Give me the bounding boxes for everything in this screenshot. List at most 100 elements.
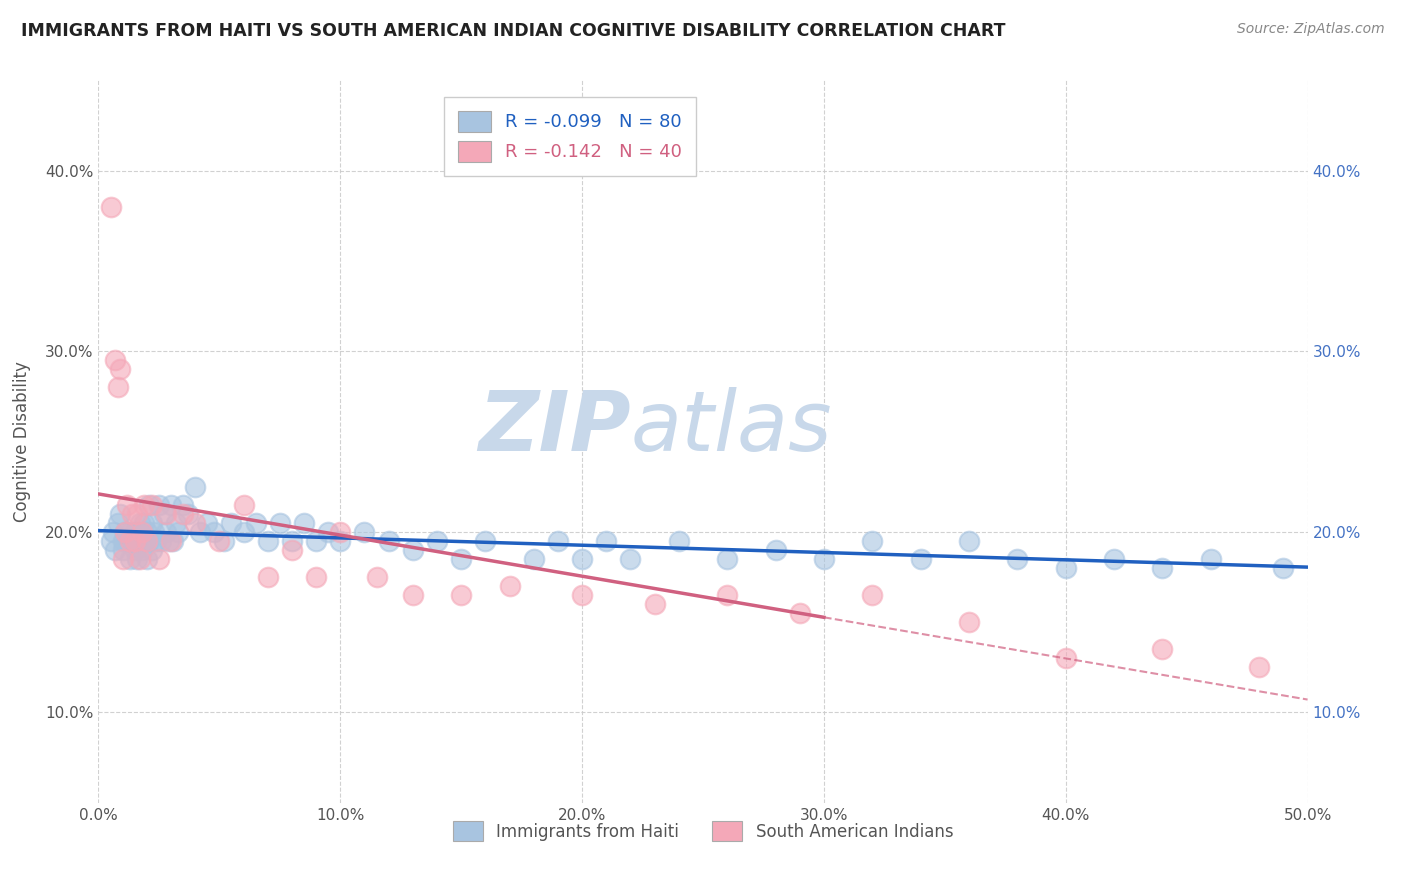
Point xyxy=(1054,561,1077,575)
Point xyxy=(155,507,177,521)
Point xyxy=(160,498,183,512)
Point xyxy=(111,552,134,566)
Point xyxy=(135,552,157,566)
Point xyxy=(162,533,184,548)
Point xyxy=(208,533,231,548)
Point xyxy=(232,524,254,539)
Point xyxy=(1272,561,1295,575)
Point xyxy=(292,516,315,530)
Point xyxy=(789,606,811,620)
Point xyxy=(644,597,666,611)
Point xyxy=(138,533,160,548)
Y-axis label: Cognitive Disability: Cognitive Disability xyxy=(13,361,31,522)
Point xyxy=(184,516,207,530)
Point xyxy=(523,552,546,566)
Point xyxy=(155,524,177,539)
Point xyxy=(148,498,170,512)
Point xyxy=(107,380,129,394)
Point xyxy=(141,542,163,557)
Point xyxy=(619,552,641,566)
Point xyxy=(143,524,166,539)
Point xyxy=(813,552,835,566)
Legend: Immigrants from Haiti, South American Indians: Immigrants from Haiti, South American In… xyxy=(441,810,965,852)
Point xyxy=(121,533,143,548)
Point xyxy=(269,516,291,530)
Point xyxy=(131,524,153,539)
Point xyxy=(195,516,218,530)
Point xyxy=(366,570,388,584)
Point xyxy=(1249,660,1271,674)
Point xyxy=(167,524,190,539)
Text: IMMIGRANTS FROM HAITI VS SOUTH AMERICAN INDIAN COGNITIVE DISABILITY CORRELATION : IMMIGRANTS FROM HAITI VS SOUTH AMERICAN … xyxy=(21,22,1005,40)
Point xyxy=(160,533,183,548)
Point xyxy=(256,570,278,584)
Point xyxy=(111,533,134,548)
Point xyxy=(957,533,980,548)
Point xyxy=(910,552,932,566)
Point xyxy=(128,533,150,548)
Text: atlas: atlas xyxy=(630,386,832,467)
Point xyxy=(245,516,267,530)
Point xyxy=(127,524,149,539)
Point xyxy=(141,498,163,512)
Point xyxy=(668,533,690,548)
Point xyxy=(1102,552,1125,566)
Point xyxy=(547,533,569,548)
Point xyxy=(131,542,153,557)
Text: Source: ZipAtlas.com: Source: ZipAtlas.com xyxy=(1237,22,1385,37)
Point xyxy=(165,516,187,530)
Point xyxy=(141,516,163,530)
Point xyxy=(108,507,131,521)
Point xyxy=(118,552,141,566)
Point xyxy=(426,533,449,548)
Point xyxy=(128,516,150,530)
Point xyxy=(353,524,375,539)
Point xyxy=(172,507,194,521)
Point xyxy=(148,552,170,566)
Point xyxy=(281,542,304,557)
Point xyxy=(108,362,131,376)
Point xyxy=(232,498,254,512)
Point xyxy=(957,615,980,630)
Point xyxy=(100,200,122,214)
Point xyxy=(716,588,738,602)
Point xyxy=(1152,561,1174,575)
Point xyxy=(131,524,153,539)
Point xyxy=(152,507,174,521)
Point xyxy=(281,533,304,548)
Point xyxy=(329,524,352,539)
Point xyxy=(204,524,226,539)
Point xyxy=(188,524,211,539)
Point xyxy=(305,570,328,584)
Point xyxy=(498,579,520,593)
Point xyxy=(571,588,593,602)
Point xyxy=(157,533,180,548)
Point xyxy=(1199,552,1222,566)
Point xyxy=(134,516,156,530)
Point xyxy=(450,552,472,566)
Point xyxy=(221,516,243,530)
Point xyxy=(128,552,150,566)
Point xyxy=(134,533,156,548)
Point xyxy=(114,524,136,539)
Point xyxy=(124,524,146,539)
Point xyxy=(860,588,883,602)
Point xyxy=(127,507,149,521)
Point xyxy=(474,533,496,548)
Point xyxy=(150,533,173,548)
Point xyxy=(107,516,129,530)
Point xyxy=(100,533,122,548)
Point xyxy=(377,533,399,548)
Point xyxy=(172,498,194,512)
Point xyxy=(595,533,617,548)
Point xyxy=(118,524,141,539)
Point xyxy=(256,533,278,548)
Point xyxy=(117,498,139,512)
Point xyxy=(117,533,139,548)
Point xyxy=(316,524,339,539)
Point xyxy=(571,552,593,566)
Point xyxy=(104,353,127,368)
Point xyxy=(860,533,883,548)
Point xyxy=(121,507,143,521)
Point xyxy=(135,524,157,539)
